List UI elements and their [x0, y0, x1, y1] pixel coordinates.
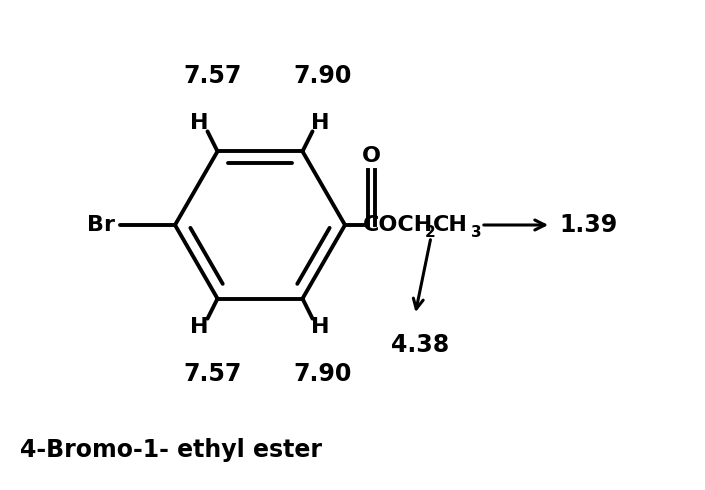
Text: 1.39: 1.39 — [559, 213, 618, 237]
Text: 4-Bromo-1- ethyl ester: 4-Bromo-1- ethyl ester — [20, 438, 322, 462]
Text: 7.57: 7.57 — [183, 362, 242, 386]
Text: 3: 3 — [471, 224, 482, 240]
Text: O: O — [362, 146, 381, 166]
Text: 4.38: 4.38 — [391, 333, 449, 357]
Text: H: H — [311, 317, 330, 337]
Text: H: H — [190, 317, 209, 337]
Text: CH: CH — [433, 215, 468, 235]
Text: Br: Br — [87, 215, 115, 235]
Text: H: H — [190, 113, 209, 133]
Text: 2: 2 — [425, 224, 436, 240]
Text: 7.90: 7.90 — [293, 362, 352, 386]
Text: 7.57: 7.57 — [183, 64, 242, 88]
Text: 7.90: 7.90 — [293, 64, 352, 88]
Text: COCH: COCH — [363, 215, 434, 235]
Text: H: H — [311, 113, 330, 133]
